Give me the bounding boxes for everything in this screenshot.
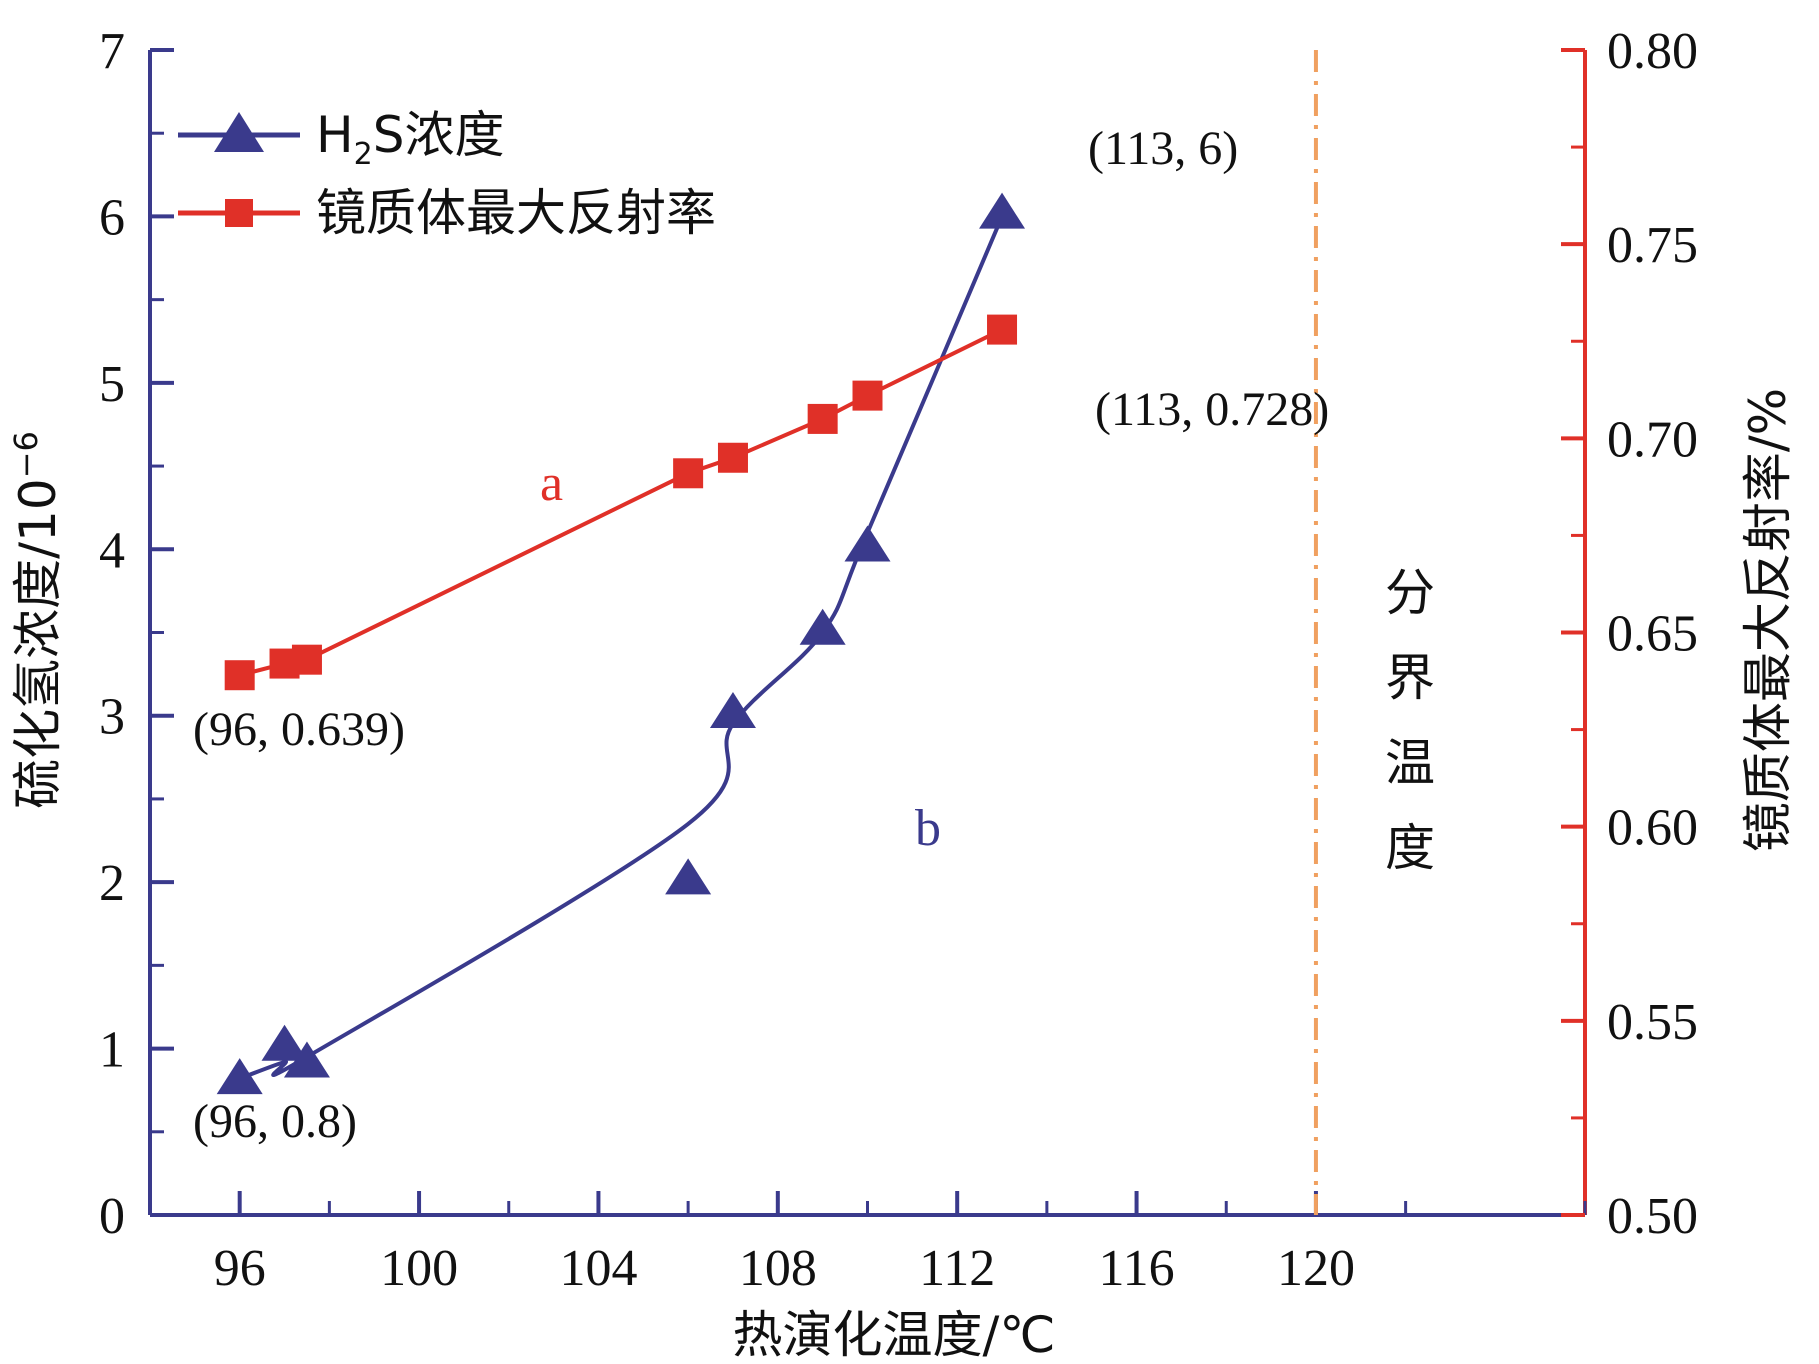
h2s-point-0 — [216, 1058, 263, 1095]
y-left-axis-title-main: 硫化氢浓度/10 — [9, 478, 67, 808]
x-tick-label-120: 120 — [1277, 1240, 1355, 1297]
x-axis-title: 热演化温度/℃ — [733, 1306, 1056, 1364]
y-left-axis-title: 硫化氢浓度/10−6 — [7, 431, 67, 809]
y-left-tick-label-4: 4 — [99, 522, 125, 579]
legend-ro-marker — [225, 199, 253, 227]
h2s-curve — [238, 215, 1004, 1081]
annotation-96-0639: (96, 0.639) — [193, 703, 405, 756]
y-left-tick-label-7: 7 — [99, 23, 125, 80]
annotation-96-08: (96, 0.8) — [193, 1095, 357, 1148]
y-left-tick-label-6: 6 — [99, 189, 125, 246]
annotation-113-6: (113, 6) — [1088, 122, 1238, 175]
y-left-tick-label-2: 2 — [99, 855, 125, 912]
ro-line — [239, 327, 1003, 678]
y-right-tick-label-0.80: 0.80 — [1607, 23, 1698, 80]
h2s-point-5 — [799, 608, 846, 645]
x-tick-label-104: 104 — [559, 1240, 637, 1297]
ro-point-6 — [852, 380, 883, 411]
h2s-point-7 — [979, 192, 1026, 229]
h2s-point-1 — [261, 1024, 308, 1061]
series-group — [216, 192, 1026, 1095]
x-tick-label-108: 108 — [739, 1240, 817, 1297]
ro-point-0 — [224, 660, 255, 691]
y-right-tick-label-0.70: 0.70 — [1607, 411, 1698, 468]
y-left-tick-label-3: 3 — [99, 689, 125, 746]
y-right-axis-title: 镜质体最大反射率/% — [1739, 388, 1797, 852]
legend-h2s-label: H2S浓度 — [316, 106, 504, 172]
boundary-label-char-1: 分 — [1385, 564, 1435, 622]
curve-label-b: b — [915, 800, 941, 857]
x-tick-label-112: 112 — [919, 1240, 995, 1297]
ticks: 96 100 104 108 112 116 120 0 1 2 3 4 5 6 7 0.50 0.55 0.60… — [99, 23, 1698, 1297]
ro-point-7 — [987, 314, 1018, 345]
y-right-tick-label-0.50: 0.50 — [1607, 1188, 1698, 1245]
x-tick-label-116: 116 — [1099, 1240, 1175, 1297]
legend-ro-label: 镜质体最大反射率 — [316, 184, 716, 242]
curve-label-a: a — [540, 455, 563, 512]
ro-point-2 — [291, 644, 322, 675]
y-right-tick-label-0.75: 0.75 — [1607, 217, 1698, 274]
y-left-tick-label-1: 1 — [99, 1022, 125, 1079]
y-right-tick-label-0.55: 0.55 — [1607, 994, 1698, 1051]
y-right-tick-label-0.65: 0.65 — [1607, 606, 1698, 663]
y-left-tick-label-5: 5 — [99, 356, 125, 413]
legend-h2s-label-sub: 2 — [354, 137, 373, 172]
ro-point-5 — [807, 403, 838, 434]
legend-h2s-label-main: H — [316, 106, 354, 164]
y-right-tick-label-0.60: 0.60 — [1607, 800, 1698, 857]
y-left-axis-title-exp: −6 — [7, 431, 45, 478]
x-tick-label-100: 100 — [380, 1240, 458, 1297]
boundary-label-char-2: 界 — [1385, 649, 1435, 707]
ro-point-4 — [717, 442, 748, 473]
annotation-113-0728: (113, 0.728) — [1095, 383, 1329, 436]
boundary-label-char-4: 度 — [1385, 819, 1435, 877]
x-tick-label-96: 96 — [214, 1240, 266, 1297]
legend-h2s-marker — [214, 112, 264, 152]
legend-h2s-label-rest: S浓度 — [373, 106, 505, 164]
h2s-point-2 — [283, 1041, 330, 1078]
legend: H2S浓度 镜质体最大反射率 — [178, 106, 716, 242]
y-left-tick-label-0: 0 — [99, 1188, 125, 1245]
boundary-label-char-3: 温 — [1385, 734, 1435, 792]
h2s-point-4 — [709, 691, 756, 728]
ro-point-3 — [673, 458, 704, 489]
h2s-point-3 — [665, 858, 712, 895]
h2s-point-6 — [844, 525, 891, 562]
